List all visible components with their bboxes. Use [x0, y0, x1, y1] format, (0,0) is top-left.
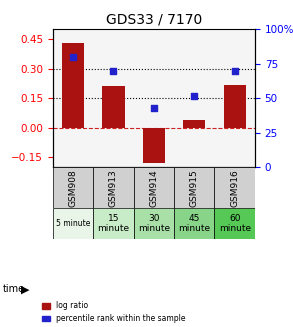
Text: 5 minute: 5 minute — [56, 219, 90, 228]
FancyBboxPatch shape — [53, 167, 93, 208]
FancyBboxPatch shape — [93, 208, 134, 239]
FancyBboxPatch shape — [134, 167, 174, 208]
Bar — [102, 86, 125, 128]
Title: GDS33 / 7170: GDS33 / 7170 — [106, 13, 202, 27]
FancyBboxPatch shape — [214, 208, 255, 239]
Text: GSM916: GSM916 — [230, 169, 239, 207]
Text: ▶: ▶ — [21, 284, 29, 294]
Point — [192, 93, 197, 98]
Point — [71, 54, 75, 60]
FancyBboxPatch shape — [93, 167, 134, 208]
Text: GSM914: GSM914 — [149, 169, 158, 207]
Text: GSM913: GSM913 — [109, 169, 118, 207]
Text: time: time — [3, 284, 25, 294]
FancyBboxPatch shape — [174, 208, 214, 239]
Legend: log ratio, percentile rank within the sample: log ratio, percentile rank within the sa… — [42, 301, 185, 323]
Bar — [224, 84, 246, 128]
FancyBboxPatch shape — [174, 167, 214, 208]
Text: GSM908: GSM908 — [69, 169, 77, 207]
Point — [151, 105, 156, 111]
Text: 15
minute: 15 minute — [97, 214, 130, 233]
Text: GSM915: GSM915 — [190, 169, 199, 207]
Text: 60
minute: 60 minute — [219, 214, 251, 233]
FancyBboxPatch shape — [53, 208, 93, 239]
Text: 30
minute: 30 minute — [138, 214, 170, 233]
Point — [111, 68, 116, 73]
Point — [232, 68, 237, 73]
FancyBboxPatch shape — [134, 208, 174, 239]
FancyBboxPatch shape — [214, 167, 255, 208]
Bar — [62, 43, 84, 128]
Text: 45
minute: 45 minute — [178, 214, 210, 233]
Bar — [183, 120, 205, 128]
Bar — [143, 128, 165, 163]
